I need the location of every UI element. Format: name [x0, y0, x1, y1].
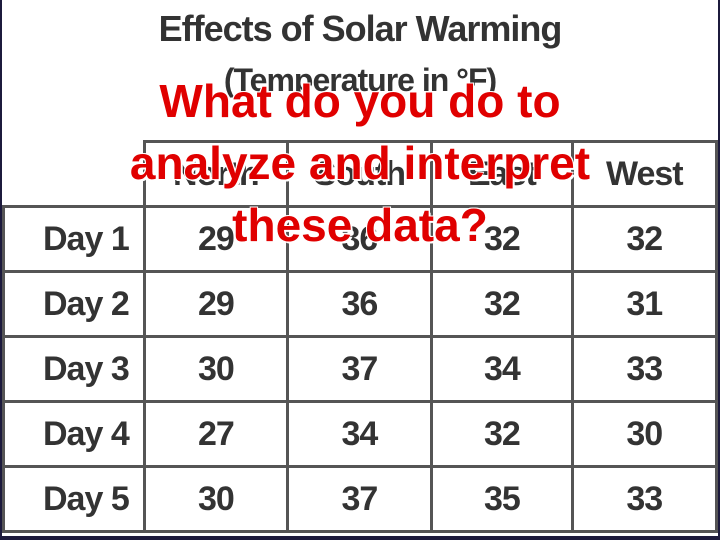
table-row: Day 4 27 34 32 30	[1, 400, 719, 468]
row-label: Day 1	[1, 205, 147, 273]
cell: 30	[570, 400, 719, 468]
cell: 30	[143, 465, 289, 533]
cell: 32	[430, 400, 574, 468]
row-label: Day 2	[1, 270, 147, 338]
cell: 27	[143, 400, 289, 468]
column-header: West	[570, 140, 719, 208]
column-header: East	[430, 140, 574, 208]
cell: 33	[570, 335, 719, 403]
cell: 32	[430, 205, 574, 273]
cell: 32	[570, 205, 719, 273]
cell: 36	[285, 205, 434, 273]
cell: 37	[285, 335, 434, 403]
table-row: Day 3 30 37 34 33	[1, 335, 719, 403]
cell: 32	[430, 270, 574, 338]
cell: 29	[143, 270, 289, 338]
data-table: North South East West Day 1 29 36 32 32 Day 2 29 3…	[1, 140, 719, 533]
title: Effects of Solar Warming	[158, 8, 563, 49]
table-row: Day 2 29 36 32 31	[1, 270, 719, 338]
table-row: Day 5 30 37 35 33	[1, 465, 719, 533]
cell: 36	[285, 270, 434, 338]
column-header: North	[143, 140, 289, 208]
cell: 37	[285, 465, 434, 533]
question: What do you do to analyze and interpret …	[129, 75, 591, 251]
cell: 33	[570, 465, 719, 533]
cell: 31	[570, 270, 719, 338]
subtitle: (Temperature in °F)	[223, 62, 497, 98]
table-row: Day 1 29 36 32 32	[1, 205, 719, 273]
cell: 35	[430, 465, 574, 533]
cell: 30	[143, 335, 289, 403]
row-label: Day 5	[1, 465, 147, 533]
row-label: Day 4	[1, 400, 147, 468]
cell: 29	[143, 205, 289, 273]
cell: 34	[285, 400, 434, 468]
column-header: South	[285, 140, 434, 208]
header-row: North South East West	[3, 140, 719, 208]
row-label: Day 3	[1, 335, 147, 403]
blank-cell	[3, 141, 147, 208]
cell: 34	[430, 335, 574, 403]
